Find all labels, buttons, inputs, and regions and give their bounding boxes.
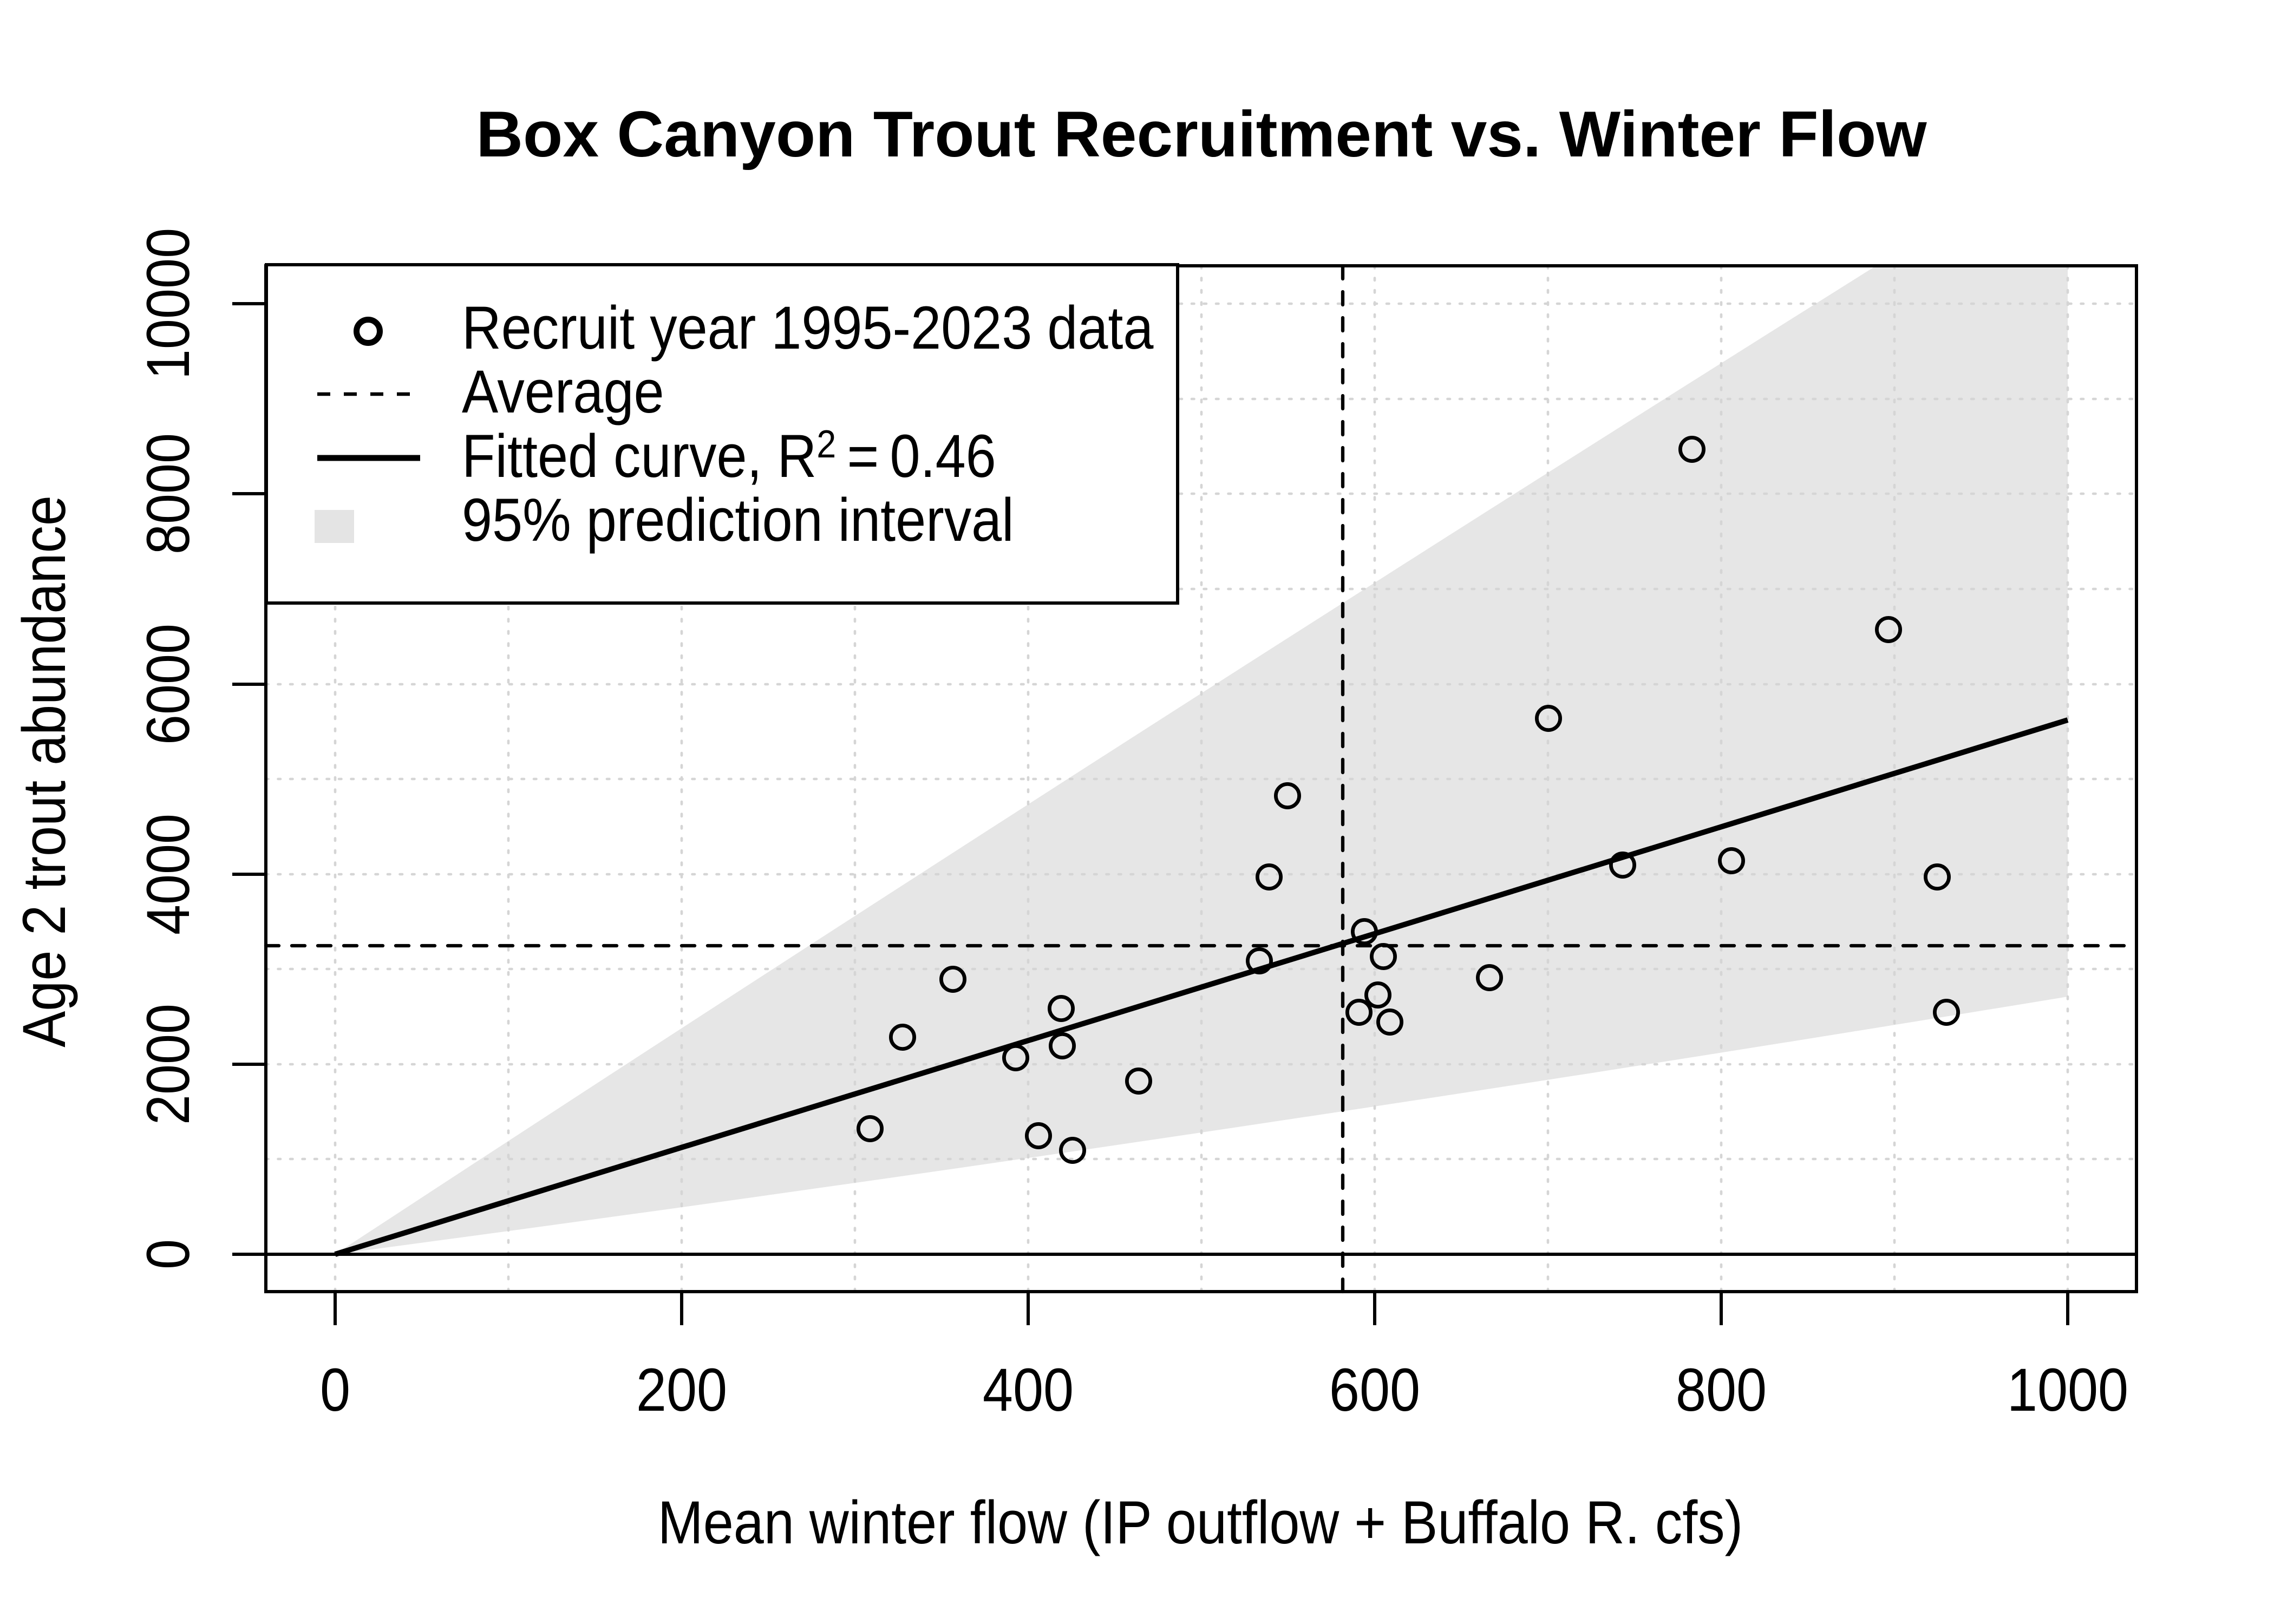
svg-text:Mean winter flow (IP outflow +: Mean winter flow (IP outflow + Buffalo R… (658, 1489, 1743, 1556)
svg-text:0: 0 (134, 1239, 202, 1269)
svg-text:Recruit year 1995-2023 data: Recruit year 1995-2023 data (462, 294, 1154, 362)
svg-text:0: 0 (320, 1356, 350, 1424)
svg-text:Fitted curve, R2 = 0.46: Fitted curve, R2 = 0.46 (462, 422, 996, 490)
svg-text:10000: 10000 (134, 228, 202, 379)
svg-text:8000: 8000 (134, 433, 202, 554)
svg-text:Age 2 trout abundance: Age 2 trout abundance (10, 495, 78, 1047)
svg-text:Average: Average (462, 358, 664, 425)
svg-text:Box Canyon Trout Recruitment v: Box Canyon Trout Recruitment vs. Winter … (476, 98, 1927, 171)
svg-text:800: 800 (1676, 1356, 1767, 1424)
svg-text:200: 200 (636, 1356, 727, 1424)
svg-text:95% prediction interval: 95% prediction interval (462, 486, 1014, 554)
svg-text:6000: 6000 (134, 624, 202, 745)
svg-text:2000: 2000 (134, 1004, 202, 1125)
svg-text:1000: 1000 (2007, 1356, 2128, 1424)
svg-text:4000: 4000 (134, 814, 202, 935)
svg-text:400: 400 (983, 1356, 1074, 1424)
svg-text:600: 600 (1329, 1356, 1420, 1424)
